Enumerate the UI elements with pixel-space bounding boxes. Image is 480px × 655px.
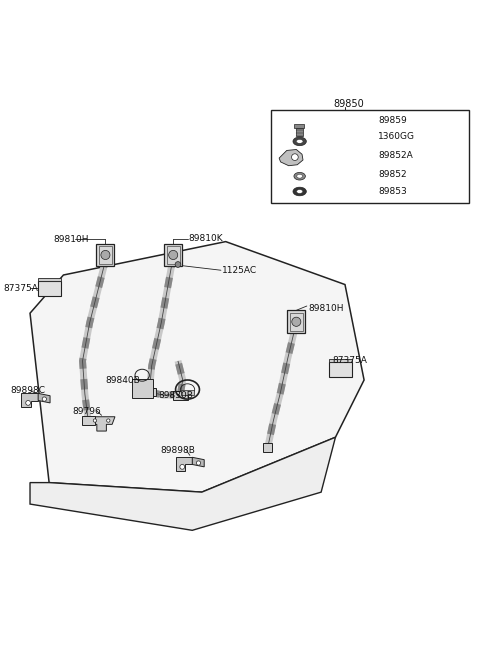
Ellipse shape (26, 400, 31, 405)
Bar (82, 417, 95, 425)
Ellipse shape (180, 464, 185, 469)
Ellipse shape (168, 250, 178, 259)
Ellipse shape (107, 419, 110, 422)
Ellipse shape (297, 189, 303, 193)
Text: 1360GG: 1360GG (378, 132, 415, 141)
Bar (132, 379, 153, 398)
Text: 89810H: 89810H (53, 234, 88, 244)
Text: 89853: 89853 (378, 187, 407, 196)
Ellipse shape (196, 461, 201, 465)
Text: 89852A: 89852A (378, 151, 413, 160)
Text: 89898B: 89898B (160, 446, 195, 455)
Text: 89859: 89859 (378, 117, 407, 125)
Text: 1125AC: 1125AC (222, 266, 257, 274)
Polygon shape (30, 242, 364, 492)
Bar (96, 244, 115, 267)
Text: 89796: 89796 (72, 407, 101, 415)
Polygon shape (176, 457, 192, 471)
Ellipse shape (297, 174, 302, 178)
Text: 89830B: 89830B (159, 391, 194, 400)
Polygon shape (88, 417, 115, 431)
Ellipse shape (101, 250, 110, 259)
Bar (181, 390, 194, 395)
Bar (294, 124, 304, 128)
Ellipse shape (93, 419, 96, 422)
Bar (329, 359, 352, 362)
Text: 87375A: 87375A (4, 284, 39, 293)
Bar (173, 391, 188, 400)
Bar (99, 246, 112, 264)
Ellipse shape (175, 261, 181, 267)
Bar (142, 388, 156, 396)
Text: 89840B: 89840B (106, 377, 140, 385)
Bar (296, 128, 302, 136)
Ellipse shape (293, 187, 306, 196)
Polygon shape (22, 394, 38, 407)
Bar (287, 310, 305, 333)
Bar (271, 110, 469, 204)
Bar (37, 281, 60, 295)
Text: 87375A: 87375A (332, 356, 367, 365)
Text: 89850: 89850 (333, 99, 364, 109)
Polygon shape (192, 457, 204, 467)
Text: 89898C: 89898C (10, 386, 45, 395)
Ellipse shape (291, 154, 298, 160)
Bar (37, 278, 60, 281)
Bar (164, 244, 182, 267)
Text: 89852: 89852 (378, 170, 407, 179)
Bar (264, 443, 272, 452)
Bar (289, 312, 303, 331)
Ellipse shape (294, 172, 305, 180)
Text: 89810K: 89810K (189, 234, 223, 243)
Ellipse shape (42, 397, 47, 402)
Polygon shape (30, 438, 336, 531)
Ellipse shape (293, 137, 306, 145)
Polygon shape (38, 394, 50, 403)
Polygon shape (279, 149, 303, 166)
Bar (167, 246, 180, 264)
Ellipse shape (296, 140, 303, 143)
Text: 89810H: 89810H (308, 304, 344, 313)
Bar (329, 362, 352, 377)
Ellipse shape (292, 317, 301, 326)
